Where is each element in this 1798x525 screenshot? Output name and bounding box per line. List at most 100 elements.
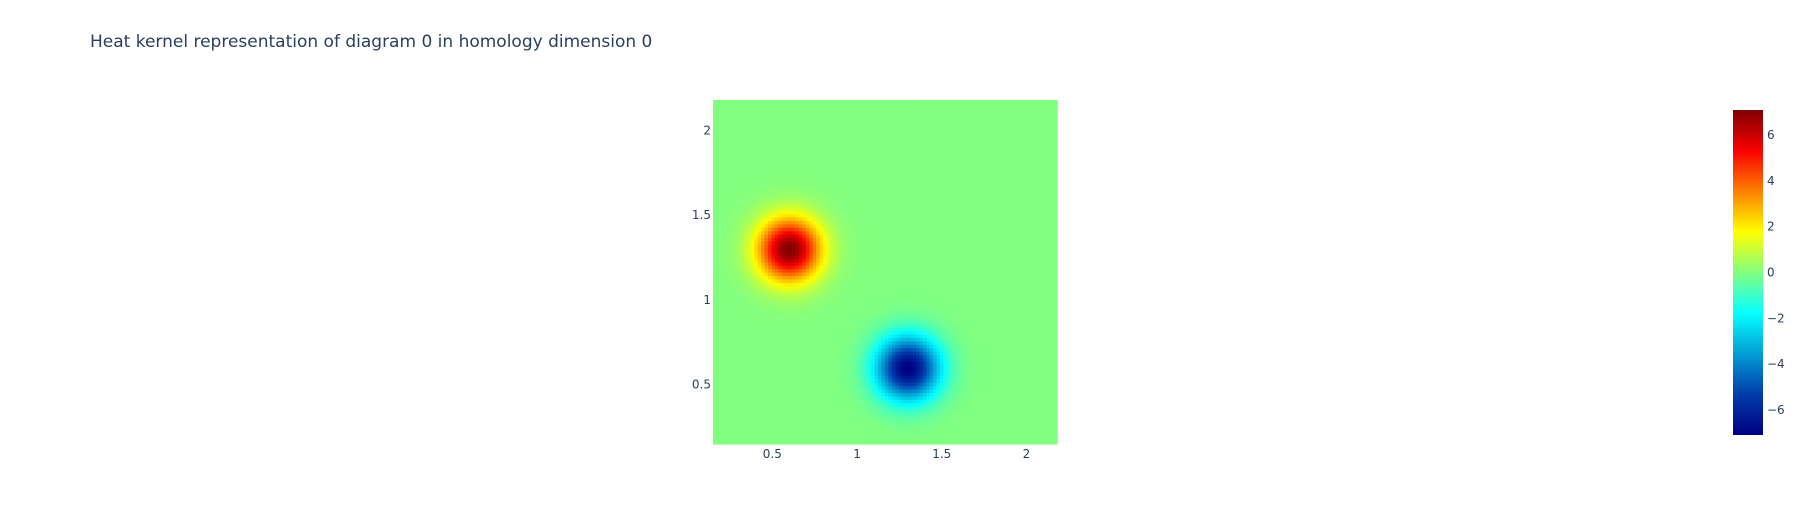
heatmap-cell xyxy=(785,316,790,321)
heatmap-cell xyxy=(867,151,872,156)
heatmap-cell xyxy=(823,419,828,424)
heatmap-cell xyxy=(840,327,845,332)
heatmap-cell xyxy=(781,192,786,197)
heatmap-cell xyxy=(840,399,845,404)
heatmap-cell xyxy=(713,196,718,201)
heatmap-cell xyxy=(843,289,848,294)
heatmap-cell xyxy=(761,168,766,173)
heatmap-cell xyxy=(713,227,718,232)
heatmap-cell xyxy=(864,206,869,211)
heatmap-cell xyxy=(733,213,738,218)
heatmap-cell xyxy=(836,306,841,311)
heatmap-cell xyxy=(850,175,855,180)
heatmap-cell xyxy=(733,113,738,118)
heatmap-cell xyxy=(730,351,735,356)
heatmap-cell xyxy=(792,309,797,314)
heatmap-cell xyxy=(799,437,804,442)
heatmap-cell xyxy=(850,213,855,218)
heatmap-cell xyxy=(750,244,755,249)
heatmap-cell xyxy=(829,430,834,435)
heatmap-cell xyxy=(812,440,817,445)
heatmap-cell xyxy=(785,272,790,277)
heatmap-cell xyxy=(761,199,766,204)
heatmap-cell xyxy=(778,206,783,211)
heatmap-cell xyxy=(761,344,766,349)
heatmap-cell xyxy=(761,120,766,125)
heatmap-cell xyxy=(823,430,828,435)
heatmap-cell xyxy=(881,182,886,187)
heatmap-cell xyxy=(802,333,807,338)
heatmap-cell xyxy=(737,172,742,177)
heatmap-cell xyxy=(733,327,738,332)
heatmap-cell xyxy=(819,120,824,125)
heatmap-cell xyxy=(761,113,766,118)
heatmap-cell xyxy=(757,430,762,435)
heatmap-cell xyxy=(819,423,824,428)
heatmap-cell xyxy=(716,241,721,246)
heatmap-cell xyxy=(836,433,841,438)
heatmap-cell xyxy=(781,258,786,263)
heatmap-cell xyxy=(757,282,762,287)
heatmap-cell xyxy=(843,230,848,235)
heatmap-cell xyxy=(781,127,786,132)
heatmap-cell xyxy=(857,247,862,252)
heatmap-cell xyxy=(726,375,731,380)
heatmap-cell xyxy=(878,127,883,132)
heatmap-cell xyxy=(867,230,872,235)
heatmap-cell xyxy=(774,320,779,325)
heatmap-cell xyxy=(816,368,821,373)
heatmap-cell xyxy=(768,161,773,166)
heatmap-cell xyxy=(857,137,862,142)
heatmap-cell xyxy=(757,426,762,431)
heatmap-cell xyxy=(747,385,752,390)
heatmap-cell xyxy=(713,168,718,173)
heatmap-cell xyxy=(726,172,731,177)
heatmap-cell xyxy=(768,351,773,356)
heatmap-cell xyxy=(761,320,766,325)
heatmap-cell xyxy=(854,155,859,160)
heatmap-cell xyxy=(802,292,807,297)
heatmap-cell xyxy=(774,282,779,287)
heatmap-cell xyxy=(867,361,872,366)
heatmap-cell xyxy=(864,189,869,194)
heatmap-cell xyxy=(719,161,724,166)
heatmap-cell xyxy=(754,237,759,242)
heatmap-cell xyxy=(847,216,852,221)
heatmap-cell xyxy=(850,337,855,342)
heatmap-cell xyxy=(850,371,855,376)
heatmap-cell xyxy=(809,299,814,304)
heatmap-cell xyxy=(840,203,845,208)
heatmap-cell xyxy=(829,175,834,180)
heatmap-cell xyxy=(878,285,883,290)
heatmap-cell xyxy=(740,402,745,407)
heatmap-cell xyxy=(750,155,755,160)
heatmap-cell xyxy=(854,337,859,342)
heatmap-cell xyxy=(750,230,755,235)
heatmap-cell xyxy=(850,106,855,111)
heatmap-cell xyxy=(788,258,793,263)
heatmap-cell xyxy=(713,323,718,328)
heatmap-cell xyxy=(850,141,855,146)
heatmap-cell xyxy=(847,151,852,156)
heatmap-cell xyxy=(867,426,872,431)
heatmap-cell xyxy=(840,241,845,246)
heatmap-cell xyxy=(750,213,755,218)
heatmap-cell xyxy=(833,227,838,232)
heatmap-cell xyxy=(795,368,800,373)
heatmap-cell xyxy=(847,388,852,393)
heatmap-cell xyxy=(843,124,848,129)
heatmap-cell xyxy=(726,347,731,352)
heatmap-cell xyxy=(819,419,824,424)
heatmap-cell xyxy=(854,106,859,111)
heatmap-cell xyxy=(871,186,876,191)
heatmap-cell xyxy=(761,358,766,363)
heatmap-cell xyxy=(768,268,773,273)
heatmap-cell xyxy=(823,302,828,307)
heatmap-cell xyxy=(771,186,776,191)
heatmap-cell xyxy=(713,130,718,135)
heatmap-cell xyxy=(854,203,859,208)
heatmap-cell xyxy=(723,141,728,146)
heatmap-cell xyxy=(802,278,807,283)
heatmap-cell xyxy=(878,220,883,225)
heatmap-cell xyxy=(761,402,766,407)
